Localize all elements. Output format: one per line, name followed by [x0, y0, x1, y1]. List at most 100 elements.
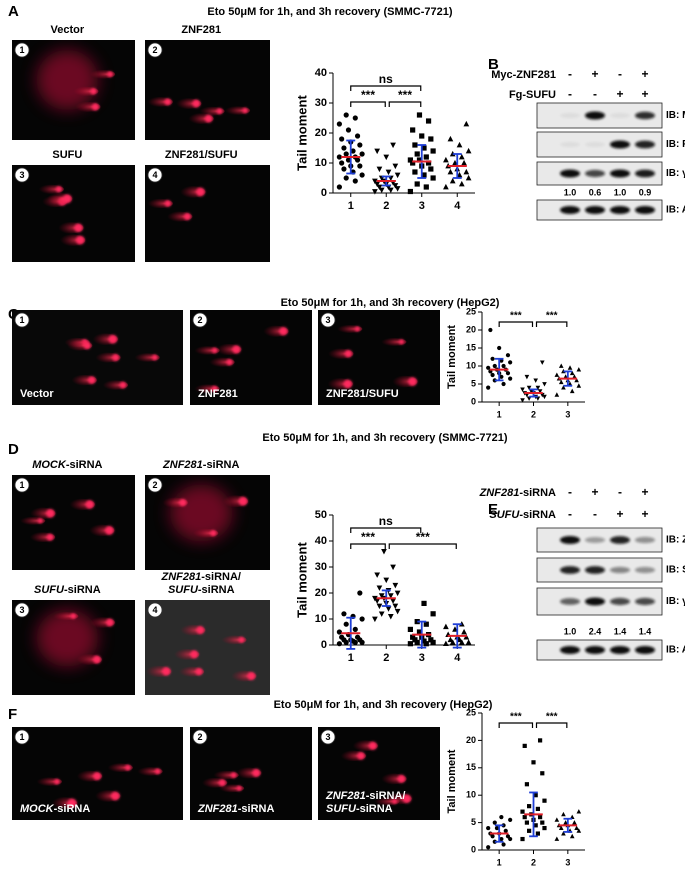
data-point	[336, 154, 342, 160]
significance-label: ns	[379, 72, 393, 86]
image-number-badge	[147, 167, 163, 183]
data-point	[486, 385, 491, 390]
x-tick-label: 1	[348, 200, 354, 212]
blot-band	[585, 206, 605, 214]
image-label-part: SUFU	[52, 149, 82, 161]
comet-tail	[210, 770, 239, 780]
comet-head	[402, 794, 412, 803]
data-point	[410, 127, 416, 133]
data-point	[554, 836, 560, 841]
comets	[33, 763, 163, 810]
data-point	[537, 738, 543, 743]
significance-label: ***	[546, 311, 558, 322]
data-point	[524, 374, 530, 380]
image-number: 1	[19, 732, 24, 742]
significance-label: ***	[510, 311, 522, 322]
data-point	[392, 603, 399, 610]
blot-label: IB: Actin	[666, 205, 685, 216]
comet-head	[204, 114, 213, 123]
data-point	[522, 815, 527, 820]
x-tick-label: 4	[454, 652, 461, 664]
y-axis-label: Tail moment	[446, 749, 458, 813]
data-point	[537, 815, 543, 820]
data-point	[567, 365, 573, 370]
data-point	[372, 595, 378, 602]
y-tick-label: 15	[466, 762, 476, 772]
y-tick-label: 0	[321, 639, 327, 651]
data-point	[343, 621, 349, 627]
data-point	[492, 839, 497, 844]
comet-image	[145, 165, 270, 262]
data-point	[385, 169, 392, 176]
image-label-part: MOCK	[32, 459, 67, 471]
band-quantification: 1.4	[639, 626, 652, 636]
significance-bracket	[388, 101, 422, 107]
band-quantification: 2.4	[589, 626, 602, 636]
data-point	[508, 376, 513, 381]
image-number-badge	[147, 477, 163, 493]
image-label: SUFU-siRNA	[168, 584, 235, 596]
data-point	[343, 151, 349, 157]
image-label-part: ZNF281	[197, 803, 238, 815]
x-tick-label: 3	[419, 200, 425, 212]
significance-bracket	[498, 722, 534, 728]
diffuse-glow	[36, 50, 99, 110]
comet-tail	[134, 766, 163, 776]
blot-band	[635, 140, 655, 149]
panel-letter: F	[8, 706, 17, 723]
condition-label-part: Fg-SUFU	[509, 89, 556, 101]
image-number-badge	[14, 602, 30, 618]
y-tick-label: 5	[471, 817, 476, 827]
comet-head	[85, 500, 95, 509]
data-point	[339, 160, 345, 166]
data-point	[508, 817, 513, 822]
data-point	[350, 148, 356, 154]
image-label: MOCK-siRNA	[20, 803, 90, 815]
x-tick-label: 4	[454, 200, 461, 212]
significance-bracket	[535, 321, 568, 327]
x-tick-label: 1	[497, 409, 502, 419]
comet-tail	[216, 784, 245, 793]
image-label-part: -siRNA	[64, 584, 101, 596]
band-quantification: 0.6	[589, 187, 602, 197]
data-point	[465, 174, 472, 181]
comet-image	[145, 40, 270, 140]
data-point	[539, 392, 545, 398]
condition-sign: +	[591, 67, 598, 81]
comet-head	[357, 752, 365, 760]
data-point	[383, 154, 390, 161]
data-point	[359, 151, 365, 157]
data-point	[392, 183, 399, 189]
data-point	[336, 121, 342, 127]
data-point	[430, 148, 436, 154]
comets	[61, 333, 160, 390]
data-point	[542, 798, 547, 803]
comet-head	[83, 342, 91, 350]
data-point	[540, 820, 545, 825]
y-tick-label: 0	[321, 187, 327, 199]
comet-head	[93, 772, 102, 781]
data-point	[343, 112, 349, 118]
data-point	[443, 156, 449, 163]
comets	[36, 609, 115, 667]
data-point	[505, 834, 511, 839]
data-point	[372, 178, 378, 185]
data-point	[449, 150, 456, 157]
image-number: 2	[197, 732, 202, 742]
image-label-part: ZNF281	[198, 388, 238, 400]
comets	[17, 498, 115, 543]
data-point	[421, 600, 427, 606]
image-number: 2	[152, 480, 157, 490]
condition-label-part: ZNF281	[479, 487, 520, 499]
data-point	[569, 388, 575, 394]
data-point	[407, 188, 413, 195]
blot-label: IB: γH2AX	[666, 168, 685, 179]
y-tick-label: 10	[466, 790, 476, 800]
condition-sign: -	[568, 67, 572, 81]
comet-head	[247, 671, 256, 681]
data-point	[414, 151, 420, 157]
y-tick-label: 20	[315, 127, 327, 139]
comets	[338, 740, 412, 806]
blot-band	[635, 111, 655, 120]
data-point	[341, 166, 347, 172]
